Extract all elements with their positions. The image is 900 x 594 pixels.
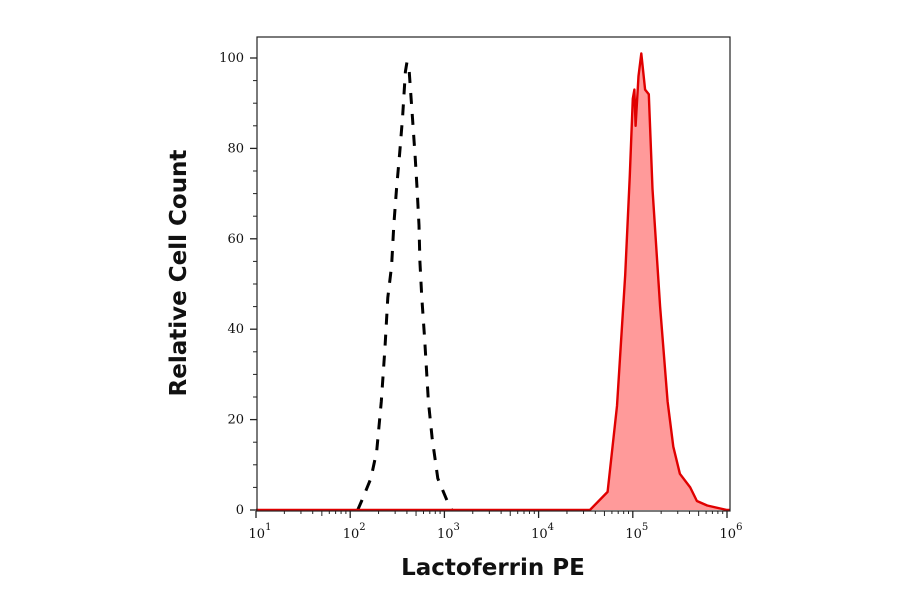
plot-marks [256,52,730,512]
stained-histogram-fill [256,53,730,510]
y-tick-label: 80 [227,141,244,156]
x-axis: 101 102 103 104 105 106 [249,511,743,542]
x-tick-label: 103 [437,522,460,542]
y-tick-label: 0 [236,503,244,518]
x-tick-label: 101 [249,522,272,542]
x-tick-label: 104 [531,522,554,542]
y-tick-label: 40 [227,322,244,337]
y-tick-label: 20 [227,413,244,428]
y-axis-title: Relative Cell Count [166,150,192,397]
x-axis-title: Lactoferrin PE [401,555,585,581]
stained-histogram-line [256,52,730,512]
plot-frame [256,36,731,512]
y-tick-label: 60 [227,232,244,247]
x-tick-label: 105 [625,522,648,542]
control-histogram-line [356,61,454,511]
y-axis: 0 20 40 60 80 100 [219,51,257,518]
y-tick-label: 100 [219,51,244,66]
x-tick-label: 102 [343,522,366,542]
x-tick-label: 106 [720,522,743,542]
